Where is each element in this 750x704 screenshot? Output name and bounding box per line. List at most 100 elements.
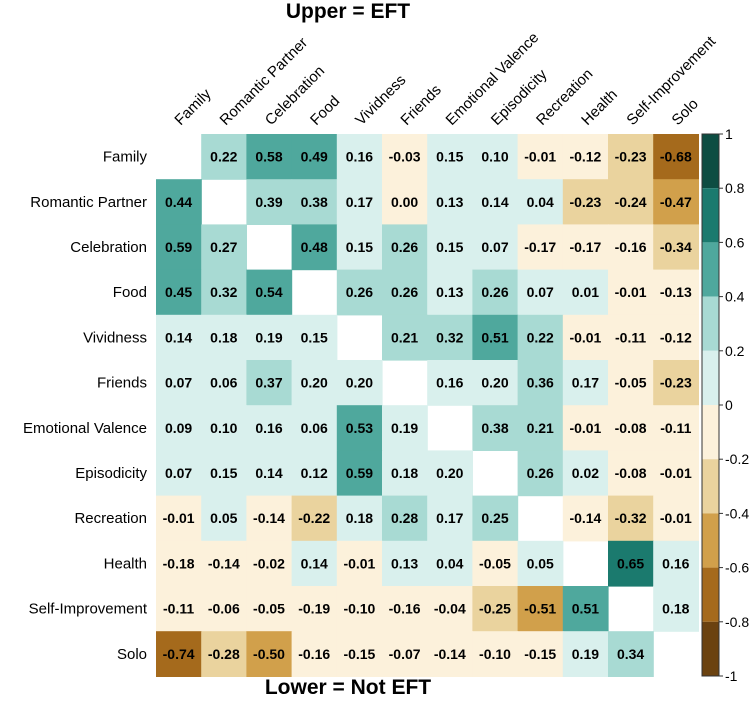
colorbar-segment [702,459,719,514]
cell-value-label: -0.50 [253,646,285,662]
heatmap-cell [336,360,383,406]
cell-value-label: 0.14 [255,465,282,481]
cell-value-label: -0.25 [479,601,511,617]
cell-value-label: 0.00 [391,194,418,210]
colorbar-tick-label: -0.6 [725,560,749,576]
heatmap-cell [517,224,564,271]
heatmap-cell [472,224,519,271]
cell-value-label: -0.01 [615,284,647,300]
cell-value-label: 0.21 [391,329,418,345]
colorbar-segment [702,350,719,405]
colorbar-tick-label: 0 [725,397,733,413]
heatmap-cell [517,134,564,180]
cell-value-label: 0.16 [436,375,463,391]
heatmap-cell [562,495,609,542]
cell-value-label: -0.74 [163,646,195,662]
heatmap-cell [336,495,383,542]
cell-value-label: 0.19 [255,329,282,345]
cell-value-label: 0.38 [481,420,508,436]
heatmap-cell [382,586,428,632]
cell-value-label: -0.14 [434,646,466,662]
heatmap-cell [291,495,338,542]
heatmap-cell [608,495,654,542]
cell-value-label: 0.16 [346,149,373,165]
cell-value-label: -0.02 [253,555,285,571]
cell-value-label: 0.01 [572,284,599,300]
cell-value-label: 0.34 [617,646,644,662]
heatmap-cell [562,314,609,361]
heatmap-cell [517,179,564,225]
cell-value-label: 0.04 [527,194,554,210]
cell-value-label: -0.23 [569,194,601,210]
heatmap-cell [472,179,519,225]
heatmap-cell [427,586,473,632]
cell-value-label: -0.10 [479,646,511,662]
heatmap-cell [246,450,293,497]
heatmap-cell [562,631,609,677]
cell-value-label: 0.15 [436,239,463,255]
cell-value-label: -0.05 [479,555,511,571]
row-label: Solo [117,646,147,663]
colorbar-segment [702,296,719,351]
cell-value-label: 0.26 [527,465,554,481]
cell-value-label: 0.06 [210,375,237,391]
heatmap-cell [608,450,654,497]
cell-value-label: 0.54 [255,284,282,300]
heatmap-cell [156,405,202,451]
cell-value-label: 0.06 [301,420,328,436]
heatmap-cell [291,405,338,451]
colorbar-segment [702,567,719,622]
cell-value-label: 0.02 [572,465,599,481]
heatmap-cell [517,405,564,451]
heatmap-cell [382,269,428,316]
colorbar-segment [702,405,719,460]
colorbar-segment [702,134,719,189]
heatmap-cell [427,540,473,587]
cell-value-label: -0.22 [298,510,330,526]
heatmap-cell [246,405,293,451]
heatmap-cell [517,269,564,316]
row-label: Episodicity [75,465,147,482]
colorbar-segment [702,188,719,243]
colorbar-tick-label: 1 [725,126,733,142]
heatmap-cell [336,179,383,225]
cell-value-label: 0.13 [436,194,463,210]
heatmap-cell [291,450,338,497]
heatmap-cell [246,360,293,406]
column-label: Friends [397,81,444,128]
cell-value-label: -0.14 [569,510,601,526]
heatmap-cell [653,495,699,542]
heatmap-cell [427,314,473,361]
heatmap-cell [336,405,383,451]
row-label: Self-Improvement [29,601,148,618]
row-label: Health [104,555,147,572]
row-label: Romantic Partner [30,194,147,211]
heatmap-cell [201,134,247,180]
cell-value-label: -0.18 [163,555,195,571]
heatmap-cell [472,540,519,587]
heatmap-cell [427,134,473,180]
heatmap-cell [382,450,428,497]
heatmap-cell [427,450,473,497]
heatmap-cell [608,134,654,180]
column-label: Food [307,93,343,129]
cell-value-label: -0.01 [660,510,692,526]
row-label: Emotional Valence [23,420,147,437]
heatmap-cell [562,224,609,271]
cell-value-label: 0.51 [572,601,599,617]
cell-value-label: 0.15 [436,149,463,165]
heatmap-cell [382,224,428,271]
heatmap-cell [201,540,247,587]
heatmap-cell [201,495,247,542]
heatmap-cell [201,269,247,316]
cell-value-label: -0.01 [343,555,375,571]
heatmap-cell [562,269,609,316]
heatmap-cell [653,540,699,587]
cell-value-label: 0.14 [481,194,508,210]
cell-value-label: 0.14 [301,555,328,571]
cell-value-label: -0.01 [569,420,601,436]
colorbar-tick-label: -1 [725,668,738,684]
heatmap-cell [156,314,202,361]
heatmap-cell [291,224,338,271]
cell-value-label: 0.10 [481,149,508,165]
